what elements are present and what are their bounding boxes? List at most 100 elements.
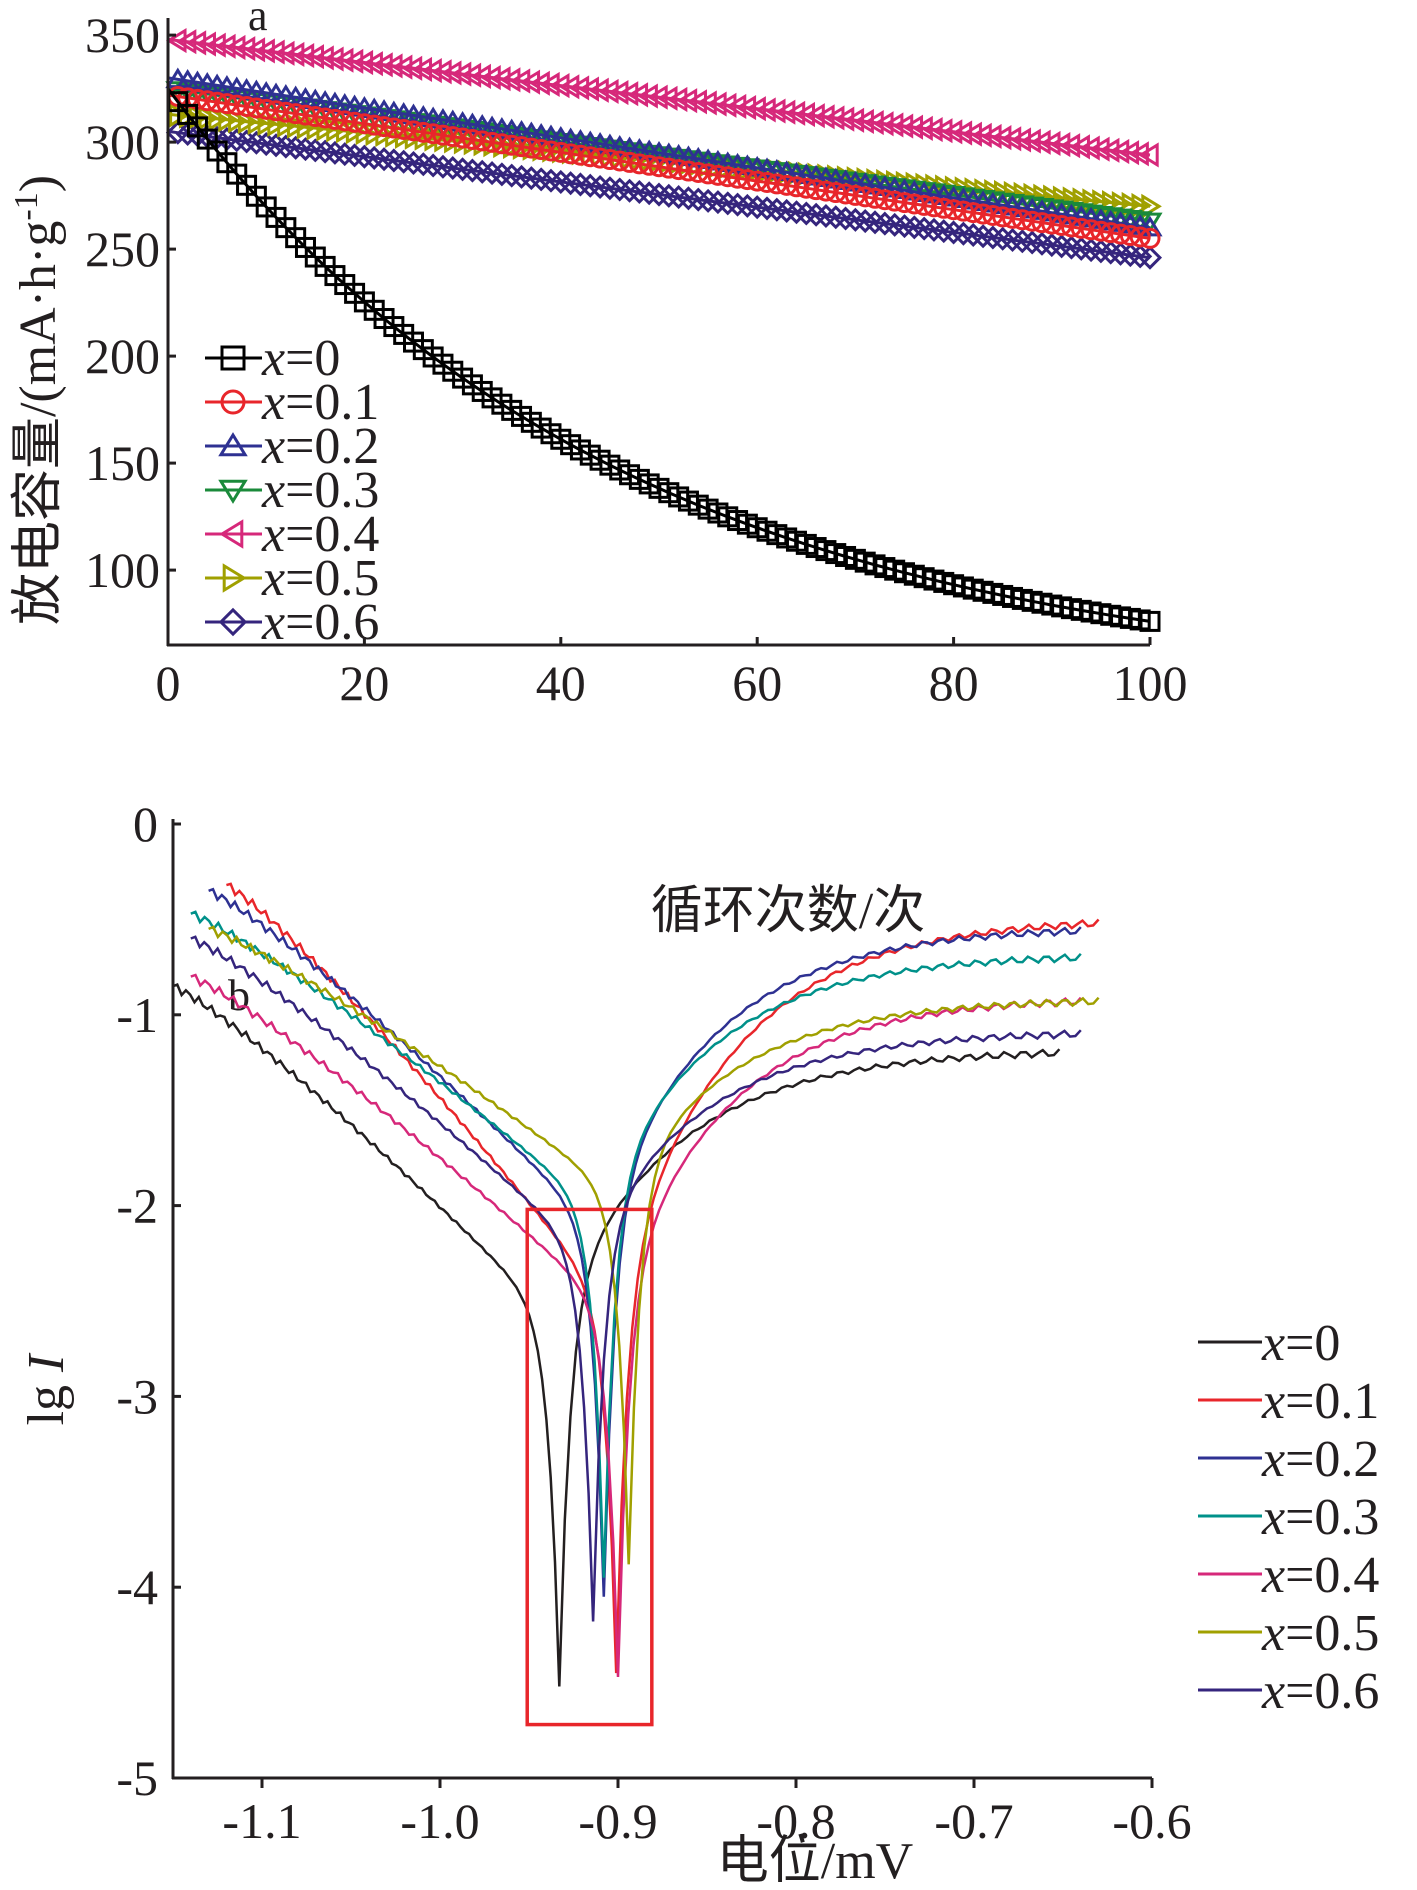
data-point — [607, 79, 629, 106]
data-point — [656, 85, 678, 111]
data-point — [481, 131, 503, 153]
panel-b-letter: b — [228, 971, 250, 1020]
data-point — [589, 147, 611, 169]
panel-b: b -1.1 -1.0 -0.9 -0.8 -0.7 -0.6 0 -1 -2 -3 -4 -5 电… — [18, 796, 1379, 1890]
data-point — [764, 98, 786, 124]
data-point — [833, 106, 855, 132]
data-point — [647, 84, 668, 110]
data-point — [490, 66, 511, 92]
data-point — [323, 46, 344, 72]
legend-label: x=0.1 — [1261, 1373, 1379, 1430]
data-point — [933, 197, 955, 219]
panel-b-plot-area — [172, 882, 1100, 1687]
y-tick-label: -3 — [116, 1368, 158, 1424]
data-point — [894, 192, 915, 214]
data-point — [324, 108, 346, 130]
x-tick-label: -0.9 — [578, 1793, 657, 1849]
legend-label: x=0.2 — [261, 418, 379, 475]
data-point — [432, 124, 454, 146]
data-point — [314, 107, 336, 129]
y-tick-label: -2 — [116, 1178, 158, 1234]
data-point — [285, 103, 307, 125]
data-point — [381, 53, 403, 79]
legend-marker — [219, 519, 244, 549]
data-point — [736, 169, 758, 191]
data-point — [637, 83, 658, 109]
data-point — [228, 108, 249, 134]
panel-a-y-axis-label-close: ) — [10, 175, 67, 192]
data-point — [844, 184, 866, 206]
data-point — [255, 98, 277, 120]
data-point — [372, 52, 393, 78]
data-point — [215, 33, 236, 59]
data-point — [480, 64, 501, 91]
data-point — [226, 94, 248, 116]
legend-label: x=0.4 — [261, 506, 379, 563]
data-point — [735, 95, 757, 121]
data-point — [1098, 137, 1120, 163]
legend-entry-x-0-4: x=0.4 — [205, 506, 379, 563]
data-point — [823, 105, 845, 131]
data-point — [440, 60, 462, 86]
data-point — [1060, 216, 1082, 238]
series-x-0-1 — [167, 85, 1161, 249]
data-point — [499, 67, 521, 93]
data-point — [461, 128, 483, 150]
series-line-x-0-4 — [190, 973, 1082, 1677]
data-point — [1051, 215, 1073, 237]
legend-label: x=0.5 — [261, 550, 379, 607]
data-point — [550, 141, 572, 163]
data-point — [205, 32, 226, 58]
legend-label: x=0.5 — [1261, 1605, 1379, 1662]
series-x-0-6 — [165, 120, 1163, 270]
data-point — [293, 43, 315, 69]
data-point — [776, 174, 798, 196]
data-point — [236, 96, 258, 118]
data-point — [165, 27, 187, 54]
highlight-rectangle — [525, 1207, 654, 1727]
x-tick-label: 40 — [536, 655, 586, 711]
series-x-0 — [166, 87, 1161, 632]
data-point — [254, 38, 275, 64]
legend-entry-x-0-2: x=0.2 — [205, 418, 379, 475]
panel-a-x-tick-labels: 0 20 40 60 80 100 — [156, 655, 1188, 711]
x-tick-label: 100 — [1113, 655, 1188, 711]
y-tick-label: -5 — [116, 1750, 158, 1806]
data-point — [715, 92, 737, 118]
data-point — [344, 111, 366, 133]
data-point — [863, 110, 884, 136]
data-point — [264, 39, 285, 65]
data-point — [1059, 133, 1081, 159]
data-point — [501, 134, 523, 156]
panel-b-x-tick-labels: -1.1 -1.0 -0.9 -0.8 -0.7 -0.6 — [222, 1793, 1191, 1849]
panel-a-y-axis-label-main: 放电容量/(mA·h·g — [10, 221, 67, 625]
data-point — [196, 90, 218, 112]
data-point — [511, 136, 533, 158]
data-point — [530, 139, 552, 161]
data-point — [598, 78, 619, 104]
y-tick-label: 150 — [85, 435, 160, 491]
data-point — [627, 82, 649, 108]
data-point — [206, 91, 228, 113]
data-point — [519, 69, 541, 95]
data-point — [1139, 227, 1161, 249]
series-line-x-0-1 — [226, 882, 1100, 1674]
data-point — [431, 59, 452, 85]
data-point — [1108, 138, 1130, 165]
data-point — [913, 194, 935, 216]
data-point — [923, 196, 945, 218]
data-point — [884, 190, 906, 212]
data-point — [1128, 141, 1149, 167]
data-point — [383, 117, 405, 139]
panel-b-y-tick-labels: 0 -1 -2 -3 -4 -5 — [116, 796, 158, 1806]
data-point — [578, 76, 599, 102]
data-point — [1090, 220, 1112, 242]
data-point — [707, 164, 729, 186]
data-point — [686, 89, 707, 115]
legend-entry-x-0: x=0 — [1198, 1315, 1340, 1372]
data-point — [1070, 217, 1092, 239]
data-point — [491, 133, 513, 155]
y-tick-label: 350 — [85, 7, 160, 63]
data-point — [864, 187, 886, 209]
data-point — [676, 88, 698, 114]
